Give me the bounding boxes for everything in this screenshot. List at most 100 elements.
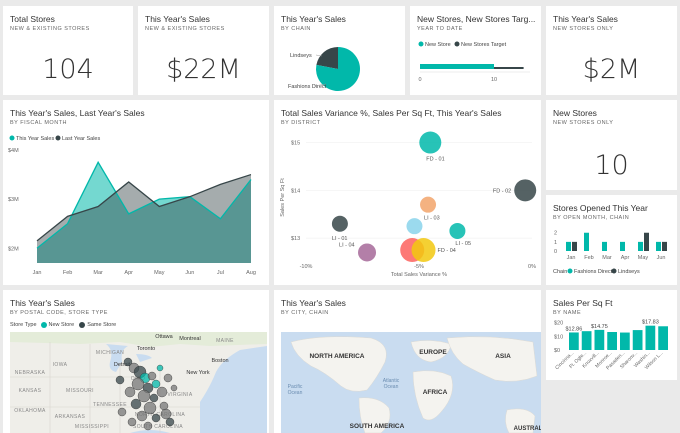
tile-subtitle: BY CHAIN [281, 26, 311, 32]
tile-sales-by-chain[interactable]: This Year's Sales BY CHAIN Lindseys Fashi… [274, 6, 405, 95]
map-store-bubble [137, 389, 151, 403]
map-store-bubble [159, 401, 169, 411]
y-tick-label: $15 [291, 141, 300, 147]
y-tick-label: $14 [291, 188, 300, 194]
bar-sales-sqft [607, 332, 617, 350]
map-label: Detroit [114, 362, 131, 368]
postal-code-map[interactable]: Ottawa Montreal MAINE MICHIGAN IOWA Toronto De… [10, 332, 267, 433]
scatter-point-label: FD - 02 [493, 188, 511, 194]
tile-title: This Year's Sales [281, 298, 346, 308]
legend-title: Chain [553, 269, 567, 275]
scatter-point-label: LI - 05 [455, 241, 471, 247]
x-tick-label: 10 [491, 77, 497, 83]
x-tick-label: Jan [33, 270, 42, 276]
y-tick-label: 2 [554, 231, 557, 237]
tile-subtitle: BY DISTRICT [281, 120, 321, 126]
tile-title: Total Sales Variance %, Sales Per Sq Ft,… [281, 108, 502, 118]
pie-leader-fashions-direct [313, 83, 327, 87]
map-store-bubble [124, 386, 136, 398]
y-tick-label: $0 [554, 348, 560, 354]
map-label: Pacific [288, 384, 303, 390]
map-store-bubble [165, 417, 175, 427]
map-label: AFRICA [423, 389, 448, 396]
tile-subtitle: BY POSTAL CODE, STORE TYPE [10, 310, 108, 316]
x-tick-label: Jan [567, 255, 576, 261]
legend-label: Same Store [87, 322, 117, 328]
tile-subtitle: NEW & EXISTING STORES [145, 26, 225, 32]
map-label: Ocean [288, 390, 303, 396]
map-label: OKLAHOMA [14, 408, 46, 414]
map-label: NORTH CAROLINA [135, 412, 186, 418]
legend-item-same-store[interactable]: Same Store [79, 322, 116, 328]
map-label: MAINE [216, 338, 234, 344]
tile-fiscal-month[interactable]: This Year's Sales, Last Year's Sales BY … [3, 100, 269, 285]
city-map[interactable]: NORTH AMERICAEUROPEASIAAtlanticOceanAFRI… [281, 332, 541, 433]
bar-fashions-direct [602, 241, 607, 251]
x-tick-label: May [154, 270, 165, 276]
tile-this-year-sales[interactable]: This Year's Sales NEW & EXISTING STORES … [138, 6, 269, 95]
tile-title: This Year's Sales, Last Year's Sales [10, 108, 145, 118]
tile-subtitle: YEAR TO DATE [417, 26, 463, 32]
tile-stores-opened[interactable]: Stores Opened This Year BY OPEN MONTH, C… [546, 195, 677, 285]
y-tick-label: 1 [554, 240, 557, 246]
area-last-year [37, 174, 251, 263]
scatter-point-label: LI - 03 [424, 216, 440, 222]
bar-fashions-direct [638, 241, 643, 251]
map-landmass [410, 340, 452, 363]
map-label: MISSISSIPPI [75, 424, 109, 430]
x-tick-label: -5% [414, 264, 424, 270]
kpi-value: 104 [42, 54, 94, 85]
map-store-bubble [170, 384, 178, 392]
legend-swatch-new-store [418, 41, 424, 47]
bar-sales-sqft [632, 330, 643, 350]
bar-fashions-direct [566, 241, 571, 251]
y-tick-label: $2M [8, 246, 19, 252]
tile-new-stores-target[interactable]: New Stores, New Stores Targ... YEAR TO D… [410, 6, 541, 95]
legend-label-new-store: New Store [425, 42, 451, 48]
tile-total-stores[interactable]: Total Stores NEW & EXISTING STORES 104 [3, 6, 133, 95]
legend-label-lindseys: Lindseys [618, 269, 640, 275]
tile-new-stores-sales[interactable]: This Year's Sales NEW STORES ONLY $2M [546, 6, 677, 95]
x-tick-label: Apr [124, 270, 133, 276]
bar-sales-sqft [645, 325, 656, 350]
kpi-value: $22M [166, 54, 241, 85]
map-landmass [446, 336, 538, 382]
tile-sales-sqft[interactable]: Sales Per Sq Ft BY NAME $0 $10 $20 Cincinna… [546, 290, 677, 380]
map-store-bubble [163, 373, 173, 383]
tile-new-stores[interactable]: New Stores NEW STORES ONLY 10 [546, 100, 677, 190]
pie-label-fashions-direct: Fashions Direct [288, 84, 327, 90]
map-legend: Store Type New Store Same Store [10, 322, 121, 328]
y-tick-label: $13 [291, 236, 300, 242]
x-tick-label: Jun [185, 270, 194, 276]
x-tick-label: Jun [657, 255, 666, 261]
tile-postal-map[interactable]: This Year's Sales BY POSTAL CODE, STORE … [3, 290, 269, 433]
target-bar-chart: New Store New Stores Target 0 10 [418, 41, 530, 83]
x-tick-label: Feb [584, 255, 593, 261]
x-tick-label: May [638, 255, 649, 261]
scatter-point [419, 131, 442, 154]
tile-title: New Stores, New Stores Targ... [417, 14, 536, 24]
tile-subtitle: NEW STORES ONLY [553, 26, 614, 32]
map-store-bubble [130, 398, 142, 410]
x-tick-label: 0 [418, 77, 421, 83]
stores-opened-chart: 0 1 2 Jan Feb Mar Apr May Jun Chain Fashions Direc… [553, 231, 667, 275]
tile-title: Total Stores [10, 14, 55, 24]
map-label: Montreal [179, 336, 200, 342]
map-label: VIRGINIA [167, 392, 192, 398]
tile-city-map[interactable]: This Year's Sales BY CITY, CHAIN NORTH A… [274, 290, 541, 433]
legend-item-new-store[interactable]: New Store [40, 322, 74, 328]
legend-swatch-fashions-direct [567, 268, 573, 274]
map-label: Toronto [137, 346, 155, 352]
y-tick-label: $4M [8, 148, 19, 154]
map-label: Boston [211, 358, 228, 364]
map-store-bubble [149, 393, 159, 403]
map-label: Ocean [384, 384, 399, 390]
bar-sales-sqft [569, 332, 579, 350]
tile-subtitle: BY OPEN MONTH, CHAIN [553, 215, 630, 221]
tile-variance[interactable]: Total Sales Variance %, Sales Per Sq Ft,… [274, 100, 541, 285]
pie-chart: Lindseys Fashions Direct [288, 47, 360, 91]
scatter-point [358, 243, 377, 262]
legend-swatch-lindseys [611, 268, 617, 274]
map-label: ASIA [495, 353, 511, 360]
x-tick-label: Feb [63, 270, 72, 276]
